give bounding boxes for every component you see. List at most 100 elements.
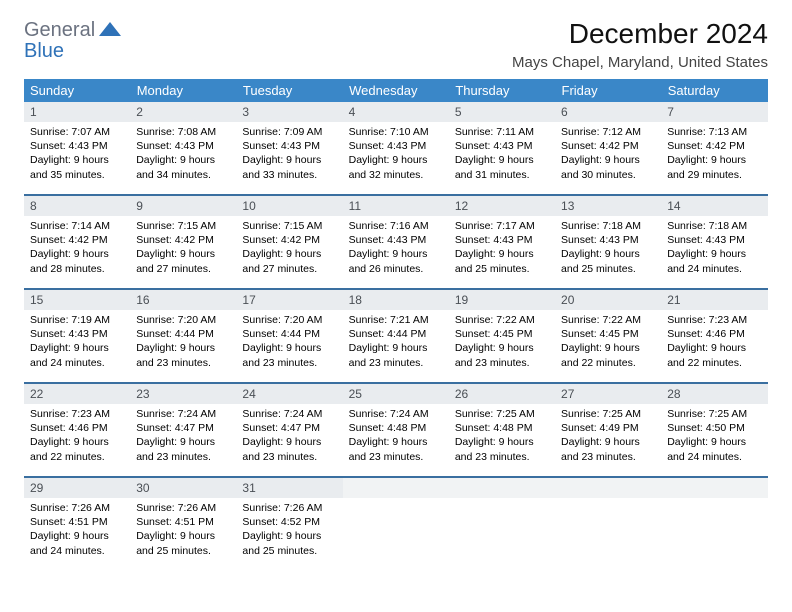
day-number: 23 [130,384,236,404]
calendar-cell [661,477,767,570]
calendar-cell: 28Sunrise: 7:25 AMSunset: 4:50 PMDayligh… [661,383,767,477]
calendar-cell: 29Sunrise: 7:26 AMSunset: 4:51 PMDayligh… [24,477,130,570]
day-number: 17 [236,290,342,310]
col-thursday: Thursday [449,79,555,102]
day-number: 20 [555,290,661,310]
calendar-cell: 12Sunrise: 7:17 AMSunset: 4:43 PMDayligh… [449,195,555,289]
calendar-cell: 2Sunrise: 7:08 AMSunset: 4:43 PMDaylight… [130,102,236,195]
calendar-cell: 17Sunrise: 7:20 AMSunset: 4:44 PMDayligh… [236,289,342,383]
calendar-row: 29Sunrise: 7:26 AMSunset: 4:51 PMDayligh… [24,477,768,570]
logo-text-blue: Blue [24,41,121,61]
day-info: Sunrise: 7:22 AMSunset: 4:45 PMDaylight:… [449,310,555,375]
day-info: Sunrise: 7:25 AMSunset: 4:48 PMDaylight:… [449,404,555,469]
day-info: Sunrise: 7:14 AMSunset: 4:42 PMDaylight:… [24,216,130,281]
day-number: 27 [555,384,661,404]
header: General Blue December 2024 Mays Chapel, … [24,18,768,71]
day-number: 8 [24,196,130,216]
day-number: 2 [130,102,236,122]
calendar-cell: 19Sunrise: 7:22 AMSunset: 4:45 PMDayligh… [449,289,555,383]
day-info: Sunrise: 7:15 AMSunset: 4:42 PMDaylight:… [236,216,342,281]
day-number: 15 [24,290,130,310]
day-info: Sunrise: 7:24 AMSunset: 4:47 PMDaylight:… [130,404,236,469]
day-number: 28 [661,384,767,404]
day-info: Sunrise: 7:08 AMSunset: 4:43 PMDaylight:… [130,122,236,187]
calendar-cell: 13Sunrise: 7:18 AMSunset: 4:43 PMDayligh… [555,195,661,289]
day-info: Sunrise: 7:23 AMSunset: 4:46 PMDaylight:… [661,310,767,375]
day-number: 31 [236,478,342,498]
day-info: Sunrise: 7:20 AMSunset: 4:44 PMDaylight:… [130,310,236,375]
day-info: Sunrise: 7:25 AMSunset: 4:49 PMDaylight:… [555,404,661,469]
day-number: 18 [343,290,449,310]
calendar-row: 22Sunrise: 7:23 AMSunset: 4:46 PMDayligh… [24,383,768,477]
day-number-empty [449,478,555,498]
day-number: 21 [661,290,767,310]
day-number: 14 [661,196,767,216]
calendar-row: 1Sunrise: 7:07 AMSunset: 4:43 PMDaylight… [24,102,768,195]
day-info: Sunrise: 7:18 AMSunset: 4:43 PMDaylight:… [555,216,661,281]
calendar-cell: 6Sunrise: 7:12 AMSunset: 4:42 PMDaylight… [555,102,661,195]
day-number: 9 [130,196,236,216]
day-info: Sunrise: 7:26 AMSunset: 4:51 PMDaylight:… [24,498,130,563]
day-info: Sunrise: 7:24 AMSunset: 4:48 PMDaylight:… [343,404,449,469]
day-info: Sunrise: 7:20 AMSunset: 4:44 PMDaylight:… [236,310,342,375]
col-monday: Monday [130,79,236,102]
calendar-cell: 4Sunrise: 7:10 AMSunset: 4:43 PMDaylight… [343,102,449,195]
day-info: Sunrise: 7:17 AMSunset: 4:43 PMDaylight:… [449,216,555,281]
day-number: 12 [449,196,555,216]
day-info: Sunrise: 7:16 AMSunset: 4:43 PMDaylight:… [343,216,449,281]
calendar-table: Sunday Monday Tuesday Wednesday Thursday… [24,79,768,570]
day-number: 13 [555,196,661,216]
col-sunday: Sunday [24,79,130,102]
day-info: Sunrise: 7:10 AMSunset: 4:43 PMDaylight:… [343,122,449,187]
day-info: Sunrise: 7:18 AMSunset: 4:43 PMDaylight:… [661,216,767,281]
day-number: 19 [449,290,555,310]
day-number: 10 [236,196,342,216]
calendar-cell: 22Sunrise: 7:23 AMSunset: 4:46 PMDayligh… [24,383,130,477]
day-info: Sunrise: 7:09 AMSunset: 4:43 PMDaylight:… [236,122,342,187]
page-title: December 2024 [512,18,768,50]
day-info: Sunrise: 7:24 AMSunset: 4:47 PMDaylight:… [236,404,342,469]
calendar-cell: 3Sunrise: 7:09 AMSunset: 4:43 PMDaylight… [236,102,342,195]
calendar-cell: 5Sunrise: 7:11 AMSunset: 4:43 PMDaylight… [449,102,555,195]
day-number-empty [343,478,449,498]
day-info: Sunrise: 7:21 AMSunset: 4:44 PMDaylight:… [343,310,449,375]
day-info: Sunrise: 7:26 AMSunset: 4:51 PMDaylight:… [130,498,236,563]
day-info: Sunrise: 7:22 AMSunset: 4:45 PMDaylight:… [555,310,661,375]
day-number: 7 [661,102,767,122]
day-number: 24 [236,384,342,404]
calendar-cell: 31Sunrise: 7:26 AMSunset: 4:52 PMDayligh… [236,477,342,570]
calendar-cell: 9Sunrise: 7:15 AMSunset: 4:42 PMDaylight… [130,195,236,289]
calendar-row: 8Sunrise: 7:14 AMSunset: 4:42 PMDaylight… [24,195,768,289]
day-number: 3 [236,102,342,122]
calendar-cell: 27Sunrise: 7:25 AMSunset: 4:49 PMDayligh… [555,383,661,477]
day-number: 29 [24,478,130,498]
day-number: 1 [24,102,130,122]
day-info: Sunrise: 7:12 AMSunset: 4:42 PMDaylight:… [555,122,661,187]
day-info: Sunrise: 7:15 AMSunset: 4:42 PMDaylight:… [130,216,236,281]
calendar-cell: 23Sunrise: 7:24 AMSunset: 4:47 PMDayligh… [130,383,236,477]
day-number: 25 [343,384,449,404]
day-number: 30 [130,478,236,498]
calendar-cell [555,477,661,570]
calendar-cell: 25Sunrise: 7:24 AMSunset: 4:48 PMDayligh… [343,383,449,477]
day-number-empty [661,478,767,498]
day-info: Sunrise: 7:13 AMSunset: 4:42 PMDaylight:… [661,122,767,187]
day-number-empty [555,478,661,498]
logo-text-general: General [24,19,95,41]
calendar-cell: 15Sunrise: 7:19 AMSunset: 4:43 PMDayligh… [24,289,130,383]
col-tuesday: Tuesday [236,79,342,102]
day-info: Sunrise: 7:26 AMSunset: 4:52 PMDaylight:… [236,498,342,563]
calendar-cell: 20Sunrise: 7:22 AMSunset: 4:45 PMDayligh… [555,289,661,383]
day-info: Sunrise: 7:25 AMSunset: 4:50 PMDaylight:… [661,404,767,469]
calendar-cell [449,477,555,570]
calendar-cell: 14Sunrise: 7:18 AMSunset: 4:43 PMDayligh… [661,195,767,289]
logo: General Blue [24,20,121,61]
calendar-cell: 21Sunrise: 7:23 AMSunset: 4:46 PMDayligh… [661,289,767,383]
day-number: 16 [130,290,236,310]
day-number: 4 [343,102,449,122]
calendar-cell: 1Sunrise: 7:07 AMSunset: 4:43 PMDaylight… [24,102,130,195]
day-info: Sunrise: 7:07 AMSunset: 4:43 PMDaylight:… [24,122,130,187]
calendar-cell: 8Sunrise: 7:14 AMSunset: 4:42 PMDaylight… [24,195,130,289]
calendar-cell: 30Sunrise: 7:26 AMSunset: 4:51 PMDayligh… [130,477,236,570]
day-number: 22 [24,384,130,404]
